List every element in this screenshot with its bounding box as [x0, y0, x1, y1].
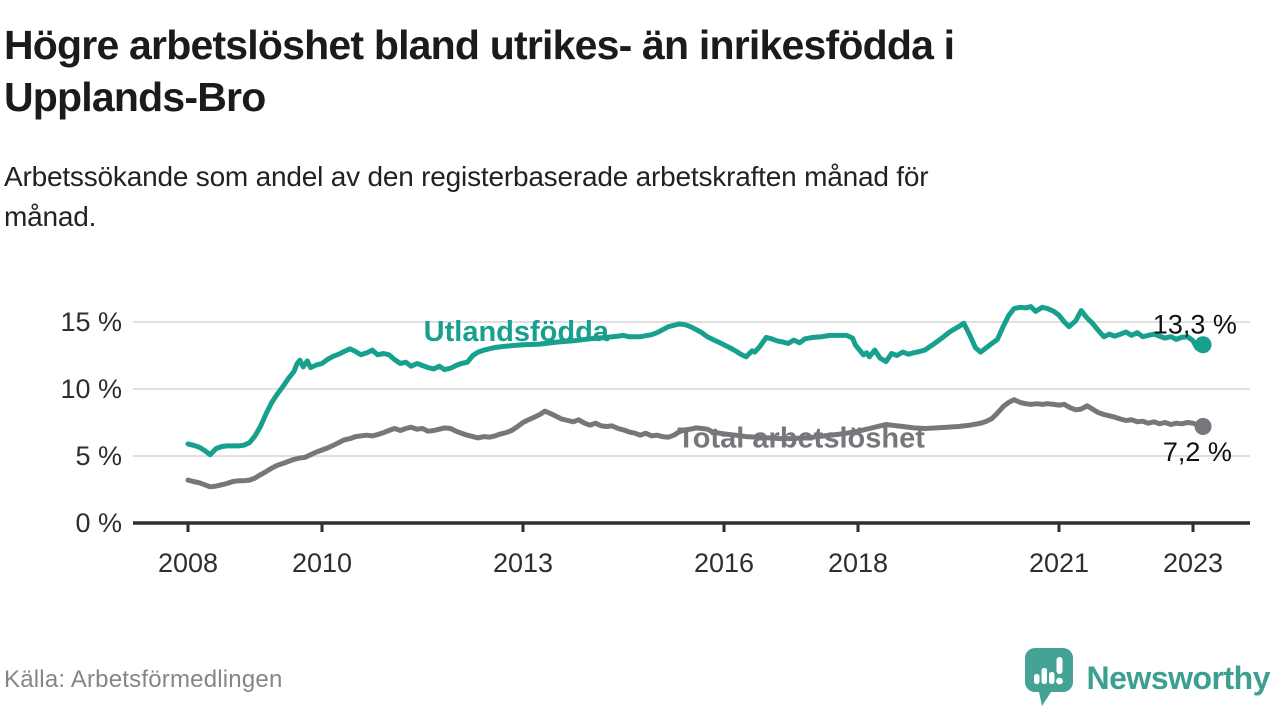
x-tick-label: 2016	[694, 548, 754, 578]
page-subtitle: Arbetssökande som andel av den registerb…	[4, 161, 929, 233]
brand-name: Newsworthy	[1086, 659, 1271, 696]
source-note: Källa: Arbetsförmedlingen	[4, 666, 283, 693]
series-line-total	[185, 397, 1206, 490]
x-tick-label: 2013	[493, 548, 553, 578]
series-label-foreign: Utlandsfödda	[424, 316, 610, 348]
logo-bar-1	[1033, 674, 1040, 684]
series-end-value-label-foreign: 13,3 %	[1153, 310, 1237, 340]
x-tick-label: 2008	[158, 548, 218, 578]
x-tick-label: 2018	[828, 548, 888, 578]
x-tick-label: 2010	[292, 548, 352, 578]
x-tick-label: 2023	[1163, 548, 1223, 578]
brand-lockup: Newsworthy	[1024, 648, 1271, 708]
newsworthy-logo-icon	[1024, 648, 1073, 706]
x-axis	[133, 521, 1250, 532]
x-tick-label: 2021	[1029, 548, 1089, 578]
y-tick-label: 15 %	[60, 307, 122, 337]
chart-header: Högre arbetslöshet bland utrikes- än inr…	[4, 20, 1276, 237]
series-end-dot-total	[1194, 418, 1212, 436]
logo-exclamation-bar	[1056, 657, 1063, 674]
logo-exclamation-dot	[1055, 677, 1063, 685]
series-lines	[185, 304, 1212, 490]
chart-labels: 0 % 5 % 10 % 15 % Utlandsfödda 13,3 % Total ar…	[60, 307, 1236, 578]
y-tick-label: 0 %	[75, 508, 122, 538]
y-tick-label: 10 %	[60, 374, 122, 404]
y-tick-label: 5 %	[75, 441, 122, 471]
page-title: Högre arbetslöshet bland utrikes- än inr…	[4, 22, 955, 120]
logo-bar-3	[1048, 672, 1055, 684]
series-label-total: Total arbetslöshet	[677, 423, 925, 455]
logo-bar-2	[1041, 668, 1047, 684]
series-end-value-label-total: 7,2 %	[1163, 437, 1232, 467]
series-end-dot-foreign	[1194, 336, 1212, 354]
series-line-foreign	[185, 304, 1206, 458]
